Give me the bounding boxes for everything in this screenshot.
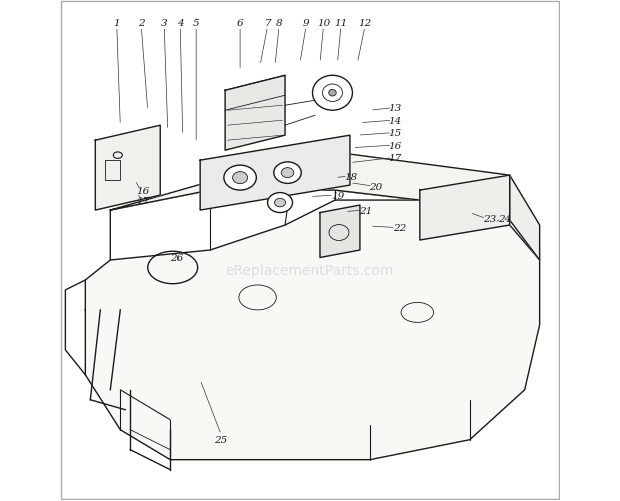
Text: 22: 22 bbox=[393, 223, 407, 232]
Polygon shape bbox=[510, 176, 539, 261]
Ellipse shape bbox=[232, 172, 247, 184]
Text: 25: 25 bbox=[215, 435, 228, 444]
Text: 13: 13 bbox=[388, 104, 402, 113]
Text: 16: 16 bbox=[388, 141, 402, 150]
Text: 18: 18 bbox=[344, 172, 358, 181]
Text: 20: 20 bbox=[370, 182, 383, 191]
Text: 8: 8 bbox=[276, 20, 282, 28]
Text: 26: 26 bbox=[170, 254, 183, 263]
Polygon shape bbox=[225, 76, 285, 151]
Ellipse shape bbox=[275, 199, 286, 207]
Ellipse shape bbox=[329, 90, 336, 97]
Polygon shape bbox=[420, 176, 510, 240]
Text: 21: 21 bbox=[359, 206, 373, 215]
Polygon shape bbox=[320, 205, 360, 258]
Text: 17: 17 bbox=[388, 154, 402, 163]
Text: 3: 3 bbox=[161, 20, 167, 28]
Polygon shape bbox=[110, 151, 510, 220]
Text: 16: 16 bbox=[136, 186, 149, 195]
Text: 15: 15 bbox=[388, 129, 402, 138]
Text: eReplacementParts.com: eReplacementParts.com bbox=[226, 264, 394, 278]
Text: 24: 24 bbox=[498, 214, 511, 223]
Text: 5: 5 bbox=[193, 20, 200, 28]
Text: 6: 6 bbox=[237, 20, 244, 28]
Text: 9: 9 bbox=[303, 20, 309, 28]
Polygon shape bbox=[86, 201, 539, 460]
Text: 23: 23 bbox=[483, 214, 497, 223]
Text: 19: 19 bbox=[331, 191, 344, 200]
Text: 10: 10 bbox=[317, 20, 330, 28]
Ellipse shape bbox=[268, 193, 293, 213]
Ellipse shape bbox=[281, 168, 294, 178]
Text: 14: 14 bbox=[388, 116, 402, 125]
Polygon shape bbox=[200, 136, 350, 210]
Text: 2: 2 bbox=[138, 20, 144, 28]
Text: 4: 4 bbox=[177, 20, 184, 28]
Text: 1: 1 bbox=[113, 20, 120, 28]
Polygon shape bbox=[95, 126, 160, 210]
Text: 12: 12 bbox=[358, 20, 371, 28]
Text: 17: 17 bbox=[136, 196, 149, 205]
Bar bbox=[105, 161, 120, 181]
Ellipse shape bbox=[274, 162, 301, 184]
Text: 11: 11 bbox=[334, 20, 348, 28]
Ellipse shape bbox=[224, 166, 256, 191]
Text: 7: 7 bbox=[264, 20, 271, 28]
